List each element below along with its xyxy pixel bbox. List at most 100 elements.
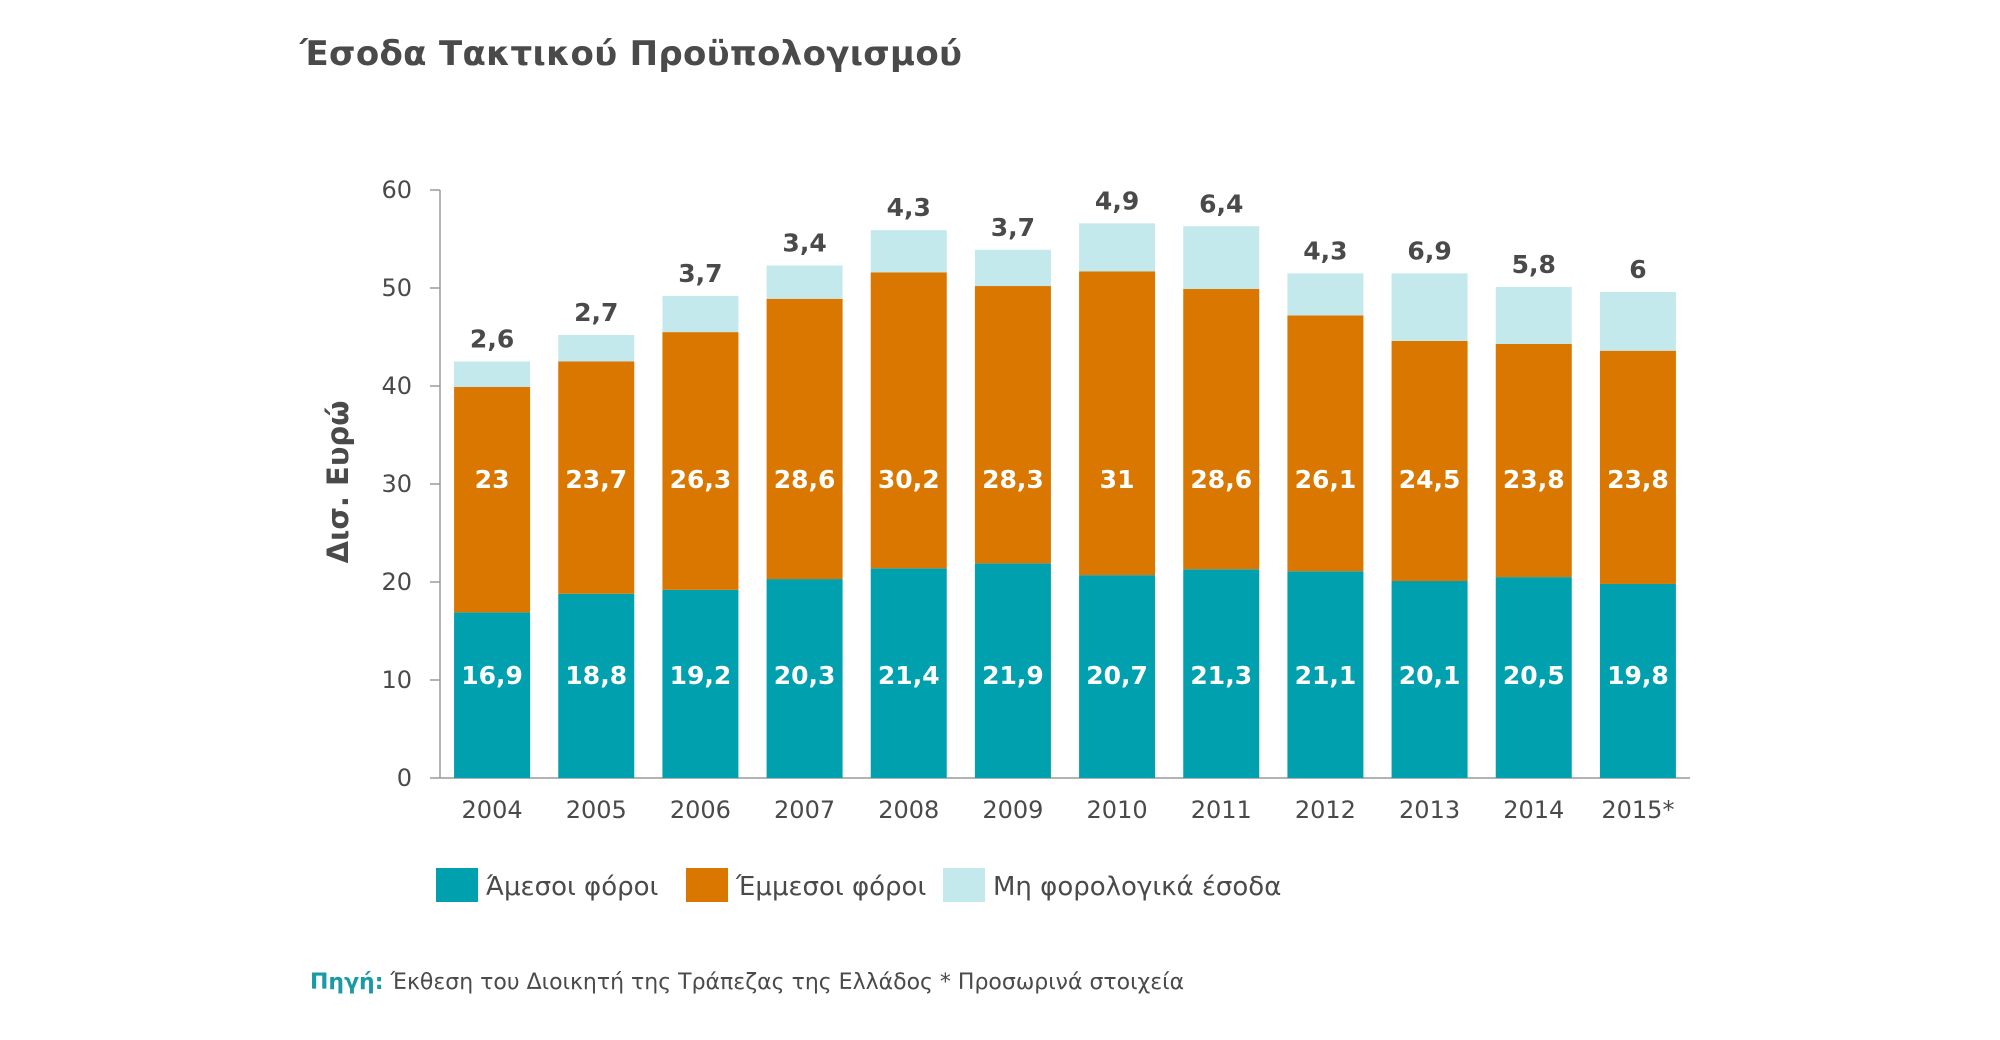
bar-segment [766,265,843,299]
y-tick-label: 40 [381,372,412,400]
bar-segment [1287,315,1364,572]
data-label: 18,8 [565,661,627,690]
bar-segment [558,335,635,362]
bar-segment [766,579,843,778]
data-label: 26,3 [670,465,732,494]
data-label: 6,9 [1407,236,1451,265]
bar-segment [558,361,635,594]
bar-segment [662,589,739,778]
bar-segment [1391,340,1468,582]
bar-segment [1079,223,1156,272]
legend-swatch [943,868,985,902]
data-label: 30,2 [878,465,940,494]
data-label: 23,8 [1503,465,1565,494]
bar-segment [1287,571,1364,778]
bar-segment [1183,569,1260,778]
source-text: Έκθεση του Διοικητή της Τράπεζας της Ελλ… [390,970,1185,995]
bar-segment [558,593,635,778]
data-label: 2,7 [574,298,618,327]
bar-segment [662,295,739,333]
bar-segment [870,230,947,273]
legend-label: Μη φορολογικά έσοδα [993,872,1281,902]
data-label: 20,1 [1399,661,1461,690]
bar-segment [1287,273,1364,316]
data-label: 21,3 [1190,661,1252,690]
data-label: 26,1 [1295,465,1357,494]
bar-segment [662,332,739,590]
x-tick-label: 2010 [1087,796,1148,824]
x-tick-label: 2015* [1601,796,1674,824]
data-label: 31 [1100,465,1135,494]
x-tick-label: 2013 [1399,796,1460,824]
x-tick-label: 2006 [670,796,731,824]
x-tick-label: 2008 [878,796,939,824]
data-label: 3,4 [782,228,826,257]
bar-segment [1079,271,1156,576]
bar-segment [766,298,843,580]
bar-segment [1599,350,1676,584]
source-note: Πηγή: Έκθεση του Διοικητή της Τράπεζας τ… [310,970,1184,995]
x-tick-label: 2014 [1503,796,1564,824]
data-label: 6 [1629,255,1646,284]
bar-segment [974,286,1051,564]
data-label: 20,3 [774,661,836,690]
data-label: 3,7 [991,213,1035,242]
data-label: 19,8 [1607,661,1669,690]
data-label: 20,5 [1503,661,1565,690]
y-tick-label: 60 [381,176,412,204]
bar-segment [454,386,531,613]
data-label: 23 [475,465,510,494]
bar-segment [1079,575,1156,778]
legend-swatch [686,868,728,902]
x-tick-label: 2011 [1191,796,1252,824]
data-label: 4,9 [1095,186,1139,215]
x-tick-label: 2009 [982,796,1043,824]
data-label: 24,5 [1399,465,1461,494]
data-label: 4,3 [887,193,931,222]
data-label: 21,9 [982,661,1044,690]
data-label: 28,6 [774,465,836,494]
legend-swatch [436,868,478,902]
data-label: 28,6 [1190,465,1252,494]
y-axis-title: Δισ. Ευρώ [321,401,355,564]
data-label: 23,8 [1607,465,1669,494]
bar-segment [1495,343,1572,578]
bar-segment [1495,577,1572,778]
data-label: 5,8 [1512,250,1556,279]
y-tick-label: 0 [397,764,412,792]
x-tick-label: 2004 [462,796,523,824]
bar-segment [1183,288,1260,570]
y-tick-label: 20 [381,568,412,596]
bar-segment [1391,273,1468,341]
data-label: 23,7 [565,465,627,494]
data-label: 4,3 [1303,236,1347,265]
bar-segment [1599,291,1676,351]
bar-segment [454,612,531,778]
legend-label: Άμεσοι φόροι [486,872,658,902]
chart-title: Έσοδα Τακτικού Προϋπολογισμού [300,34,963,74]
legend-label: Έμμεσοι φόροι [735,872,926,902]
data-label: 6,4 [1199,189,1243,218]
bar-segment [454,361,531,387]
x-tick-label: 2005 [566,796,627,824]
data-label: 19,2 [670,661,732,690]
data-label: 20,7 [1086,661,1148,690]
bar-segment [974,563,1051,778]
bar-segment [870,272,947,569]
x-tick-label: 2012 [1295,796,1356,824]
data-label: 3,7 [678,259,722,288]
bar-segment [1599,583,1676,778]
bar-segment [1391,581,1468,778]
bar-segment [1495,287,1572,344]
x-tick-label: 2007 [774,796,835,824]
data-label: 2,6 [470,325,514,354]
y-tick-label: 30 [381,470,412,498]
bar-segment [870,568,947,778]
data-label: 28,3 [982,465,1044,494]
data-label: 21,4 [878,661,940,690]
y-tick-label: 10 [381,666,412,694]
bar-segment [1183,226,1260,289]
bar-segment [974,249,1051,287]
y-tick-label: 50 [381,274,412,302]
